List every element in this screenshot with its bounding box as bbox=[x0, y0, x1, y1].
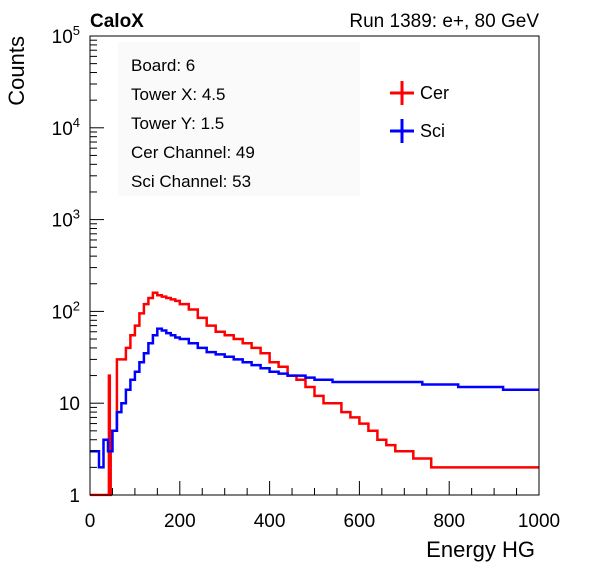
info-line: Board: 6 bbox=[131, 56, 195, 75]
y-tick-label: 104 bbox=[52, 115, 80, 140]
info-line: Tower Y: 1.5 bbox=[131, 114, 224, 133]
x-tick-label: 0 bbox=[85, 511, 96, 532]
y-axis-label: Counts bbox=[4, 36, 29, 106]
y-axis: 1 10 102 103 104 105 bbox=[52, 23, 104, 507]
x-axis: 0 200 400 600 800 1000 bbox=[85, 481, 560, 532]
series-line-sci bbox=[90, 329, 539, 468]
info-line: Cer Channel: 49 bbox=[131, 143, 255, 162]
legend-label-sci: Sci bbox=[420, 121, 445, 141]
x-tick-label: 800 bbox=[433, 511, 465, 532]
run-info-label: Run 1389: e+, 80 GeV bbox=[349, 11, 539, 32]
x-tick-label: 1000 bbox=[518, 511, 560, 532]
y-tick-label: 10 bbox=[59, 394, 80, 415]
y-tick-label: 103 bbox=[52, 207, 80, 232]
info-box-lines: Board: 6 Tower X: 4.5 Tower Y: 1.5 Cer Chan… bbox=[131, 56, 255, 191]
x-tick-label: 400 bbox=[254, 511, 286, 532]
brand-label: CaloX bbox=[90, 11, 144, 32]
info-box bbox=[118, 42, 360, 196]
y-tick-label: 102 bbox=[52, 298, 80, 323]
legend: Cer Sci bbox=[390, 81, 449, 143]
y-tick-label: 1 bbox=[69, 486, 80, 507]
x-axis-label: Energy HG bbox=[426, 537, 535, 562]
series-layer bbox=[90, 293, 539, 495]
legend-label-cer: Cer bbox=[420, 83, 449, 103]
y-tick-label: 105 bbox=[52, 23, 80, 48]
info-line: Tower X: 4.5 bbox=[131, 85, 226, 104]
info-line: Sci Channel: 53 bbox=[131, 172, 251, 191]
x-tick-label: 600 bbox=[344, 511, 376, 532]
x-tick-label: 200 bbox=[164, 511, 196, 532]
series-line-cer bbox=[90, 293, 539, 495]
